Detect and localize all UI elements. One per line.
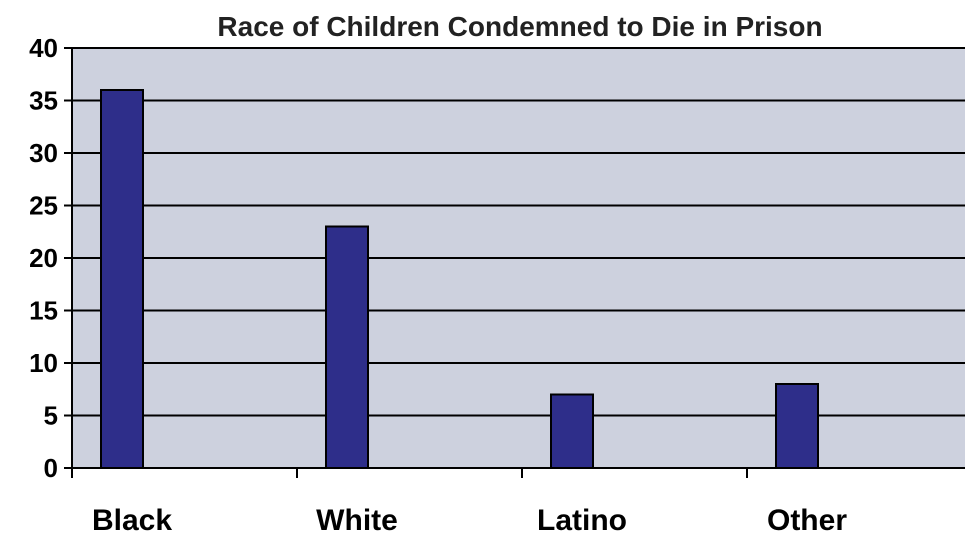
y-tick-label: 40 bbox=[29, 33, 58, 63]
bars bbox=[100, 89, 819, 469]
y-tick-label: 15 bbox=[29, 296, 58, 326]
y-tick-label: 20 bbox=[29, 243, 58, 273]
x-tick-label: White bbox=[316, 504, 398, 533]
bar-black bbox=[100, 89, 144, 469]
x-tick-label: Black bbox=[92, 504, 172, 533]
y-tick-label: 10 bbox=[29, 348, 58, 378]
gridlines bbox=[72, 47, 965, 417]
x-tick-label: Other bbox=[767, 504, 847, 533]
bar-white bbox=[325, 225, 369, 469]
y-tick-label: 0 bbox=[44, 453, 58, 483]
y-tick-label: 35 bbox=[29, 86, 58, 116]
y-tick-labels: 0 5 10 15 20 25 30 35 40 bbox=[29, 33, 58, 483]
bar-latino bbox=[550, 393, 594, 469]
y-tick-label: 5 bbox=[44, 401, 58, 431]
axes bbox=[64, 47, 965, 478]
bar-other bbox=[775, 383, 819, 469]
x-tick-labels: Black White Latino Other bbox=[92, 504, 847, 533]
chart-title: Race of Children Condemned to Die in Pri… bbox=[217, 11, 822, 42]
y-tick-label: 30 bbox=[29, 138, 58, 168]
x-tick-label: Latino bbox=[537, 504, 627, 533]
y-tick-label: 25 bbox=[29, 191, 58, 221]
